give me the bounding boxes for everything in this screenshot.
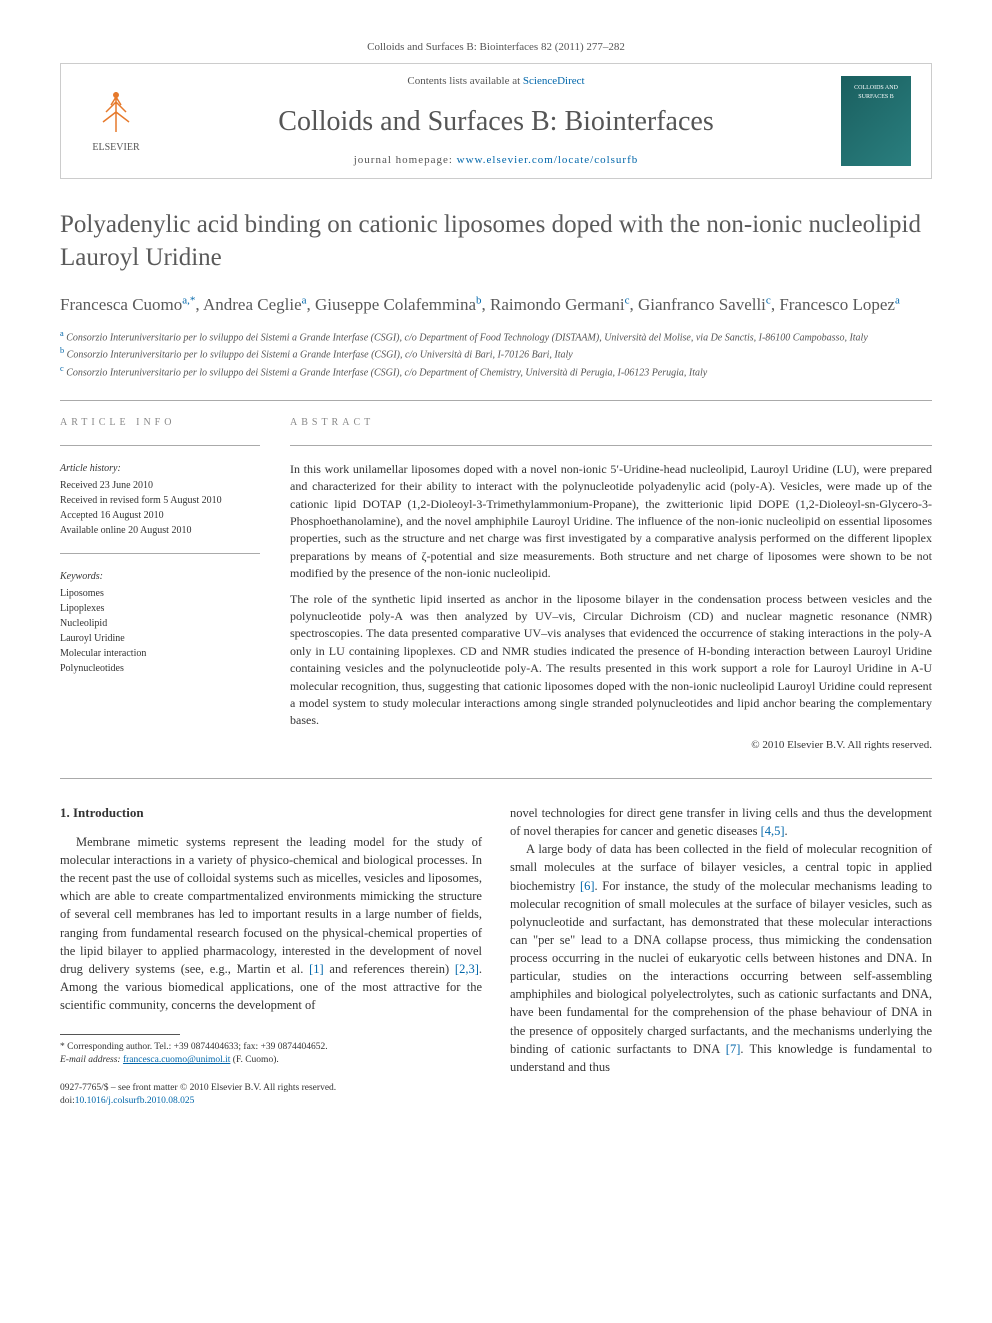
abstract-paragraph: In this work unilamellar liposomes doped…: [290, 461, 932, 583]
author-list: Francesca Cuomoa,*, Andrea Cegliea, Gius…: [60, 292, 932, 318]
footnote-separator: [60, 1034, 180, 1035]
sciencedirect-link[interactable]: ScienceDirect: [523, 75, 585, 87]
divider: [290, 445, 932, 446]
abstract-copyright: © 2010 Elsevier B.V. All rights reserved…: [290, 738, 932, 753]
section-title: Introduction: [73, 805, 144, 820]
article-title: Polyadenylic acid binding on cationic li…: [60, 209, 932, 274]
history-line: Available online 20 August 2010: [60, 523, 260, 538]
keyword: Lauroyl Uridine: [60, 631, 260, 646]
affiliation-line: a Consorzio Interuniversitario per lo sv…: [60, 328, 932, 345]
journal-header-box: ELSEVIER Contents lists available at Sci…: [60, 63, 932, 179]
article-info-heading: article info: [60, 416, 260, 430]
reference-link-4-5[interactable]: [4,5]: [761, 824, 785, 838]
history-line: Accepted 16 August 2010: [60, 508, 260, 523]
body-column-right: novel technologies for direct gene trans…: [510, 804, 932, 1108]
citation-header: Colloids and Surfaces B: Biointerfaces 8…: [60, 40, 932, 55]
keyword: Liposomes: [60, 586, 260, 601]
abstract-heading: abstract: [290, 416, 932, 430]
contents-prefix: Contents lists available at: [407, 75, 522, 87]
divider: [60, 400, 932, 401]
reference-link-2-3[interactable]: [2,3]: [455, 962, 479, 976]
reference-link-6[interactable]: [6]: [580, 879, 595, 893]
abstract-panel: abstract In this work unilamellar liposo…: [290, 416, 932, 753]
divider: [60, 553, 260, 554]
section-heading: 1. Introduction: [60, 804, 482, 823]
history-line: Received in revised form 5 August 2010: [60, 493, 260, 508]
keywords-label: Keywords:: [60, 569, 260, 584]
divider: [60, 778, 932, 779]
intro-paragraph-1: Membrane mimetic systems represent the l…: [60, 833, 482, 1014]
email-label: E-mail address:: [60, 1055, 123, 1065]
journal-homepage-line: journal homepage: www.elsevier.com/locat…: [151, 153, 841, 168]
email-suffix: (F. Cuomo).: [230, 1055, 278, 1065]
contents-available-line: Contents lists available at ScienceDirec…: [151, 74, 841, 89]
article-info-panel: article info Article history: Received 2…: [60, 416, 260, 753]
body-column-left: 1. Introduction Membrane mimetic systems…: [60, 804, 482, 1108]
elsevier-logo: ELSEVIER: [81, 81, 151, 161]
elsevier-tree-icon: [91, 87, 141, 137]
keyword: Lipoplexes: [60, 601, 260, 616]
keyword: Molecular interaction: [60, 646, 260, 661]
corresponding-author-text: * Corresponding author. Tel.: +39 087440…: [60, 1041, 482, 1054]
page-footer: 0927-7765/$ – see front matter © 2010 El…: [60, 1082, 482, 1109]
history-line: Received 23 June 2010: [60, 478, 260, 493]
corresponding-email-link[interactable]: francesca.cuomo@unimol.it: [123, 1055, 230, 1065]
intro-paragraph-1-cont: novel technologies for direct gene trans…: [510, 804, 932, 840]
article-history-label: Article history:: [60, 461, 260, 476]
section-number: 1.: [60, 805, 70, 820]
keyword: Nucleolipid: [60, 616, 260, 631]
issn-copyright-line: 0927-7765/$ – see front matter © 2010 El…: [60, 1082, 482, 1095]
cover-text: COLLOIDS AND SURFACES B: [841, 84, 911, 101]
abstract-paragraph: The role of the synthetic lipid inserted…: [290, 591, 932, 730]
doi-link[interactable]: 10.1016/j.colsurfb.2010.08.025: [75, 1096, 195, 1106]
journal-cover-thumbnail: COLLOIDS AND SURFACES B: [841, 76, 911, 166]
intro-paragraph-2: A large body of data has been collected …: [510, 840, 932, 1076]
keyword: Polynucleotides: [60, 661, 260, 676]
affiliations: a Consorzio Interuniversitario per lo sv…: [60, 328, 932, 380]
elsevier-label: ELSEVIER: [92, 141, 139, 155]
journal-name: Colloids and Surfaces B: Biointerfaces: [151, 102, 841, 141]
reference-link-7[interactable]: [7]: [726, 1042, 741, 1056]
corresponding-author-footnote: * Corresponding author. Tel.: +39 087440…: [60, 1041, 482, 1068]
affiliation-line: b Consorzio Interuniversitario per lo sv…: [60, 345, 932, 362]
reference-link-1[interactable]: [1]: [309, 962, 324, 976]
doi-label: doi:: [60, 1096, 75, 1106]
affiliation-line: c Consorzio Interuniversitario per lo sv…: [60, 363, 932, 380]
homepage-prefix: journal homepage:: [354, 154, 457, 166]
divider: [60, 445, 260, 446]
homepage-link[interactable]: www.elsevier.com/locate/colsurfb: [457, 154, 639, 166]
